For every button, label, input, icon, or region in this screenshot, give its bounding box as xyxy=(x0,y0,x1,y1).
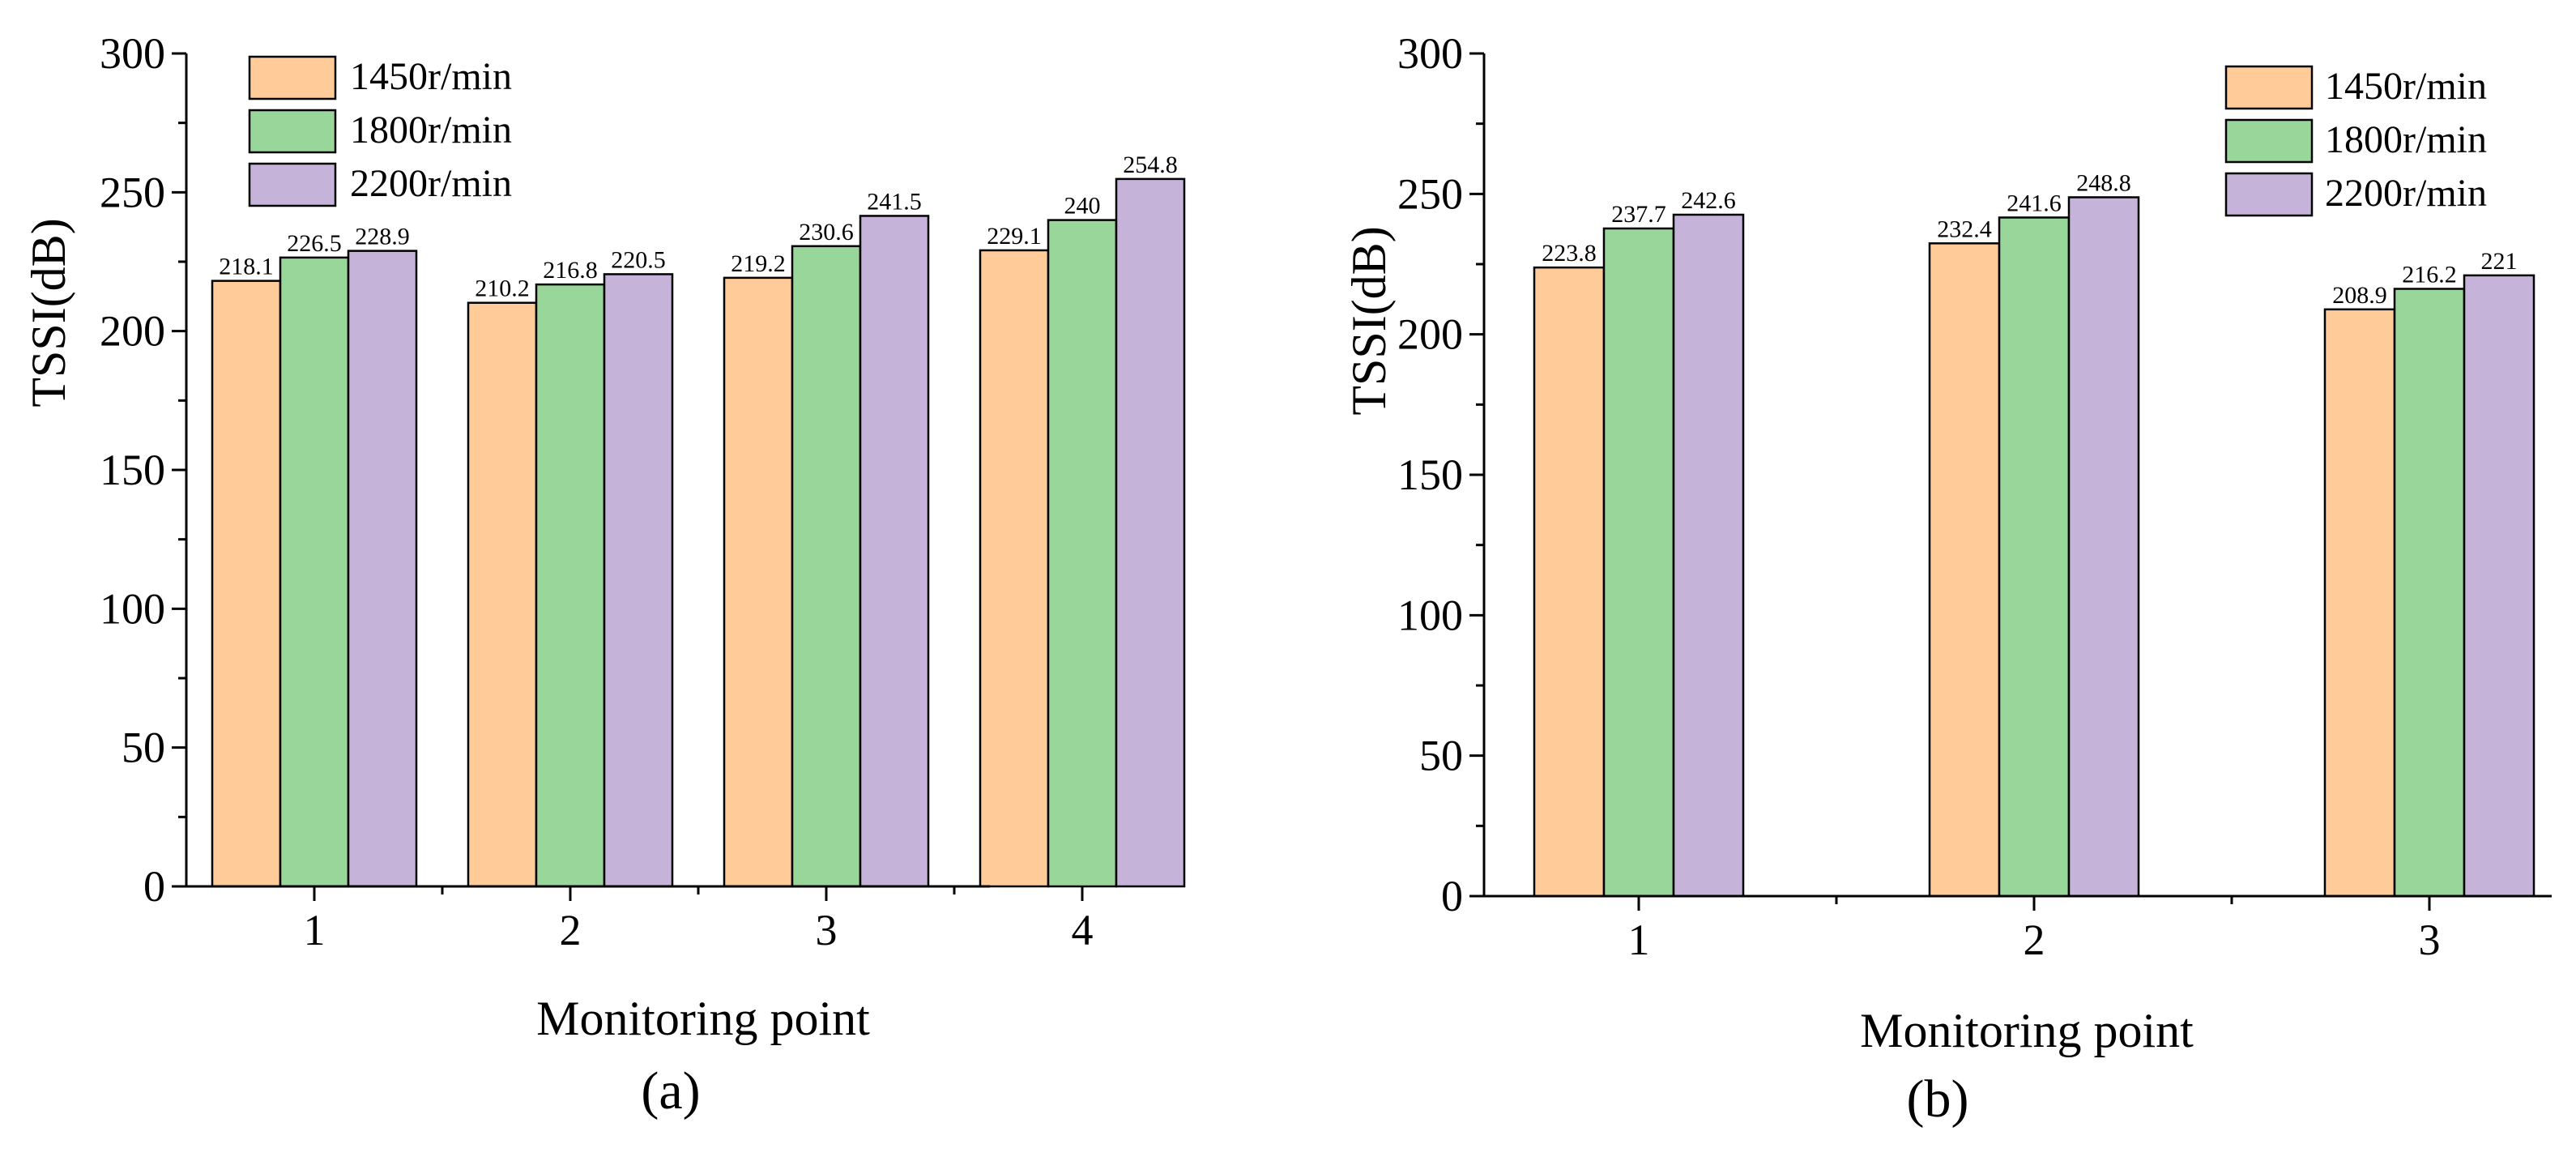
y-tick-label-a: 100 xyxy=(100,584,165,633)
y-tick-label-b: 150 xyxy=(1397,450,1463,499)
y-tick-label-b: 50 xyxy=(1419,732,1463,780)
y-tick-label-a: 0 xyxy=(143,862,165,911)
bar-b-3-2200r/min xyxy=(2463,274,2535,898)
bar-value-label-a: 218.1 xyxy=(219,254,274,280)
bar-a-2-2200r/min xyxy=(603,273,674,888)
bar-b-2-2200r/min xyxy=(2067,196,2140,898)
legend-swatch-b xyxy=(2224,65,2314,110)
bar-value-label-b: 208.9 xyxy=(2332,282,2387,309)
legend-swatch-b xyxy=(2224,118,2314,164)
panel-label-b: (b) xyxy=(1907,1069,1969,1129)
x-tick-label-b: 2 xyxy=(2024,916,2045,964)
bar-value-label-a: 254.8 xyxy=(1123,152,1178,178)
y-tick-label-b: 300 xyxy=(1397,29,1463,78)
bar-value-label-a: 220.5 xyxy=(611,246,666,273)
bar-value-label-b: 232.4 xyxy=(1937,216,1992,242)
legend-label-b: 1450r/min xyxy=(2325,65,2487,108)
legend-swatch-a xyxy=(248,55,337,100)
bar-value-label-b: 237.7 xyxy=(1611,201,1666,228)
bar-value-label-a: 210.2 xyxy=(475,275,530,302)
x-tick-label-b: 1 xyxy=(1628,916,1650,964)
legend-swatch-a xyxy=(248,162,337,207)
y-tick-label-b: 200 xyxy=(1397,310,1463,359)
y-tick-label-b: 100 xyxy=(1397,591,1463,639)
legend-label-a: 2200r/min xyxy=(350,162,512,205)
x-axis-title-a: Monitoring point xyxy=(536,992,870,1045)
bar-value-label-a: 241.5 xyxy=(867,188,922,215)
bar-b-3-1450r/min xyxy=(2323,308,2396,898)
bar-a-1-1800r/min xyxy=(279,256,350,888)
bar-a-1-1450r/min xyxy=(211,280,282,888)
legend-swatch-b xyxy=(2224,172,2314,217)
x-axis-title-b: Monitoring point xyxy=(1860,1004,2194,1057)
bar-b-2-1800r/min xyxy=(1998,216,2071,898)
bar-b-1-2200r/min xyxy=(1672,213,1745,898)
legend-label-b: 1800r/min xyxy=(2325,118,2487,161)
y-tick-label-b: 250 xyxy=(1397,169,1463,218)
legend-swatch-a xyxy=(248,109,337,154)
bar-value-label-b: 242.6 xyxy=(1681,187,1736,214)
bar-value-label-b: 241.6 xyxy=(2007,190,2062,216)
y-tick-label-a: 300 xyxy=(100,29,165,78)
legend-label-b: 2200r/min xyxy=(2325,172,2487,215)
bar-value-label-b: 223.8 xyxy=(1542,240,1597,267)
bar-value-label-b: 248.8 xyxy=(2076,169,2131,196)
chart-panel-b: TSSI(dB) Monitoring point (b) 223.8 232.4… xyxy=(1342,29,2552,1129)
x-tick-label-a: 2 xyxy=(560,906,582,954)
y-axis-title-b: TSSI(dB) xyxy=(1342,226,1396,415)
panel-label-a: (a) xyxy=(641,1061,700,1121)
bar-a-4-1450r/min xyxy=(979,249,1050,888)
bar-a-4-1800r/min xyxy=(1047,219,1118,888)
bar-value-label-a: 219.2 xyxy=(731,250,786,277)
bar-value-label-b: 216.2 xyxy=(2402,262,2457,288)
x-tick-label-a: 3 xyxy=(816,906,838,954)
bar-value-label-a: 226.5 xyxy=(287,230,342,257)
bar-b-3-1800r/min xyxy=(2393,288,2466,898)
bar-a-2-1800r/min xyxy=(535,283,606,888)
bar-value-label-b: 221 xyxy=(2481,248,2518,275)
x-tick-label-a: 1 xyxy=(304,906,326,954)
y-tick-label-a: 200 xyxy=(100,307,165,356)
bar-a-1-2200r/min xyxy=(347,250,418,888)
bar-a-4-2200r/min xyxy=(1115,177,1186,888)
x-tick-label-a: 4 xyxy=(1072,906,1094,954)
bar-b-2-1450r/min xyxy=(1928,242,2001,898)
chart-panel-a: TSSI(dB) Monitoring point (a) 218.1 210.2… xyxy=(22,29,1186,1121)
bar-value-label-a: 216.8 xyxy=(543,257,598,284)
bar-value-label-a: 229.1 xyxy=(987,223,1042,250)
bar-a-3-1800r/min xyxy=(791,245,862,888)
y-axis-title-a: TSSI(dB) xyxy=(22,218,75,407)
bar-value-label-a: 240 xyxy=(1064,193,1101,220)
bar-a-3-1450r/min xyxy=(723,276,794,888)
bar-a-3-2200r/min xyxy=(859,215,930,888)
bar-value-label-a: 228.9 xyxy=(355,224,410,250)
legend-label-a: 1450r/min xyxy=(350,55,512,98)
x-tick-label-b: 3 xyxy=(2419,916,2441,964)
legend-label-a: 1800r/min xyxy=(350,109,512,152)
bar-a-2-1450r/min xyxy=(467,301,538,888)
bar-value-label-a: 230.6 xyxy=(799,219,854,245)
y-tick-label-a: 50 xyxy=(122,724,165,772)
y-tick-label-b: 0 xyxy=(1441,872,1463,920)
bar-b-1-1450r/min xyxy=(1533,266,1606,898)
bar-b-1-1800r/min xyxy=(1602,227,1675,898)
y-tick-label-a: 150 xyxy=(100,446,165,494)
y-tick-label-a: 250 xyxy=(100,168,165,216)
